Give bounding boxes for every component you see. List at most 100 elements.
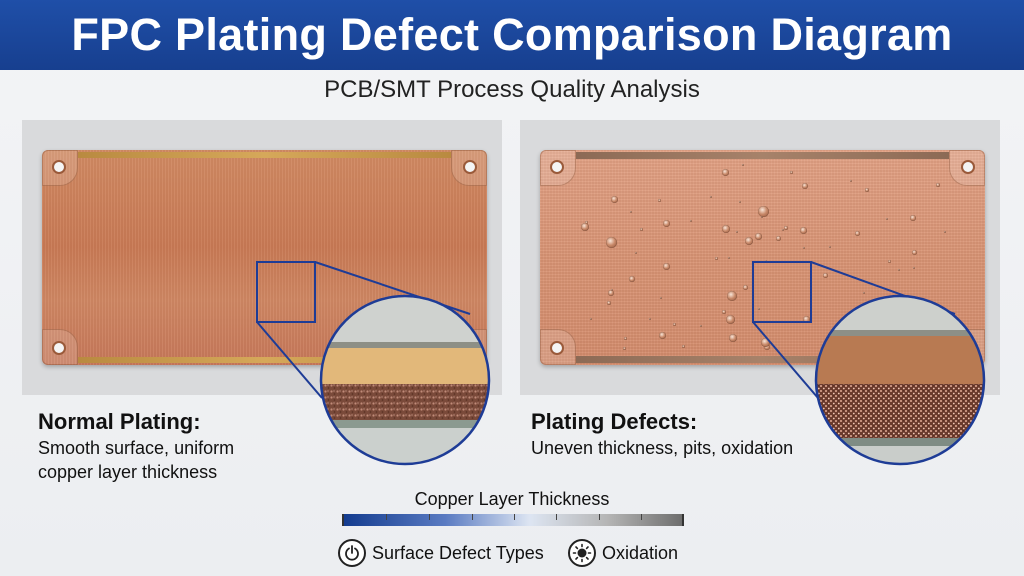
surface-pit <box>829 245 832 248</box>
defect-plating-title: Plating Defects: <box>531 409 698 434</box>
surface-pit <box>789 170 793 174</box>
scale-tick <box>472 514 473 520</box>
board-edge-strip <box>576 152 949 159</box>
surface-pit <box>648 318 651 321</box>
surface-pit <box>784 225 789 230</box>
surface-pit <box>607 301 612 306</box>
surface-pit <box>912 267 915 270</box>
surface-pit <box>623 337 627 341</box>
legend-scale-title: Copper Layer Thickness <box>414 489 610 509</box>
surface-pit <box>721 309 726 314</box>
surface-pit <box>726 291 737 302</box>
surface-pit <box>722 168 730 176</box>
surface-pit <box>628 276 635 283</box>
surface-pit <box>764 259 767 262</box>
surface-pit <box>662 219 670 227</box>
scale-tick <box>641 514 642 520</box>
mounting-hole <box>550 160 564 174</box>
legend-item-label: Surface Defect Types <box>372 542 544 563</box>
mounting-hole <box>463 341 477 355</box>
surface-pit <box>743 284 749 290</box>
surface-pit <box>725 314 735 324</box>
surface-pit <box>699 325 702 328</box>
surface-pit <box>728 257 731 260</box>
defect-plating-panel <box>520 120 1000 395</box>
normal-plating-title: Normal Plating: <box>38 409 201 434</box>
surface-pit <box>629 210 632 213</box>
scale-tick <box>429 514 430 520</box>
surface-pit <box>690 219 693 222</box>
surface-pit <box>736 231 739 234</box>
surface-pit <box>658 198 662 202</box>
page-title: FPC Plating Defect Comparison Diagram <box>71 9 953 60</box>
surface-pit <box>760 337 770 347</box>
surface-pit <box>623 346 627 350</box>
surface-pit <box>885 218 888 221</box>
mounting-hole <box>961 341 975 355</box>
mounting-hole <box>961 160 975 174</box>
scale-tick <box>386 514 387 520</box>
surface-pit <box>640 227 644 231</box>
normal-plating-desc-line1: Smooth surface, uniform <box>38 438 235 458</box>
surface-pit <box>673 322 677 326</box>
surface-pit <box>745 236 754 245</box>
surface-pit <box>799 227 807 235</box>
surface-pit <box>580 223 589 232</box>
surface-pit <box>682 344 686 348</box>
surface-pit <box>605 236 617 248</box>
surface-pit <box>634 252 637 255</box>
surface-pit <box>935 183 940 188</box>
scale-tick <box>599 514 600 520</box>
surface-pit <box>662 263 670 271</box>
surface-pit <box>660 296 663 299</box>
surface-pit <box>802 183 809 190</box>
surface-pit <box>781 229 784 232</box>
mounting-hole <box>550 341 564 355</box>
surface-pit <box>823 272 829 278</box>
surface-pit <box>885 330 889 334</box>
normal-fpc-board <box>42 150 487 365</box>
sun-icon <box>568 539 596 567</box>
board-corner <box>42 150 78 186</box>
surface-pit <box>611 196 619 204</box>
normal-plating-desc-line2: copper layer thickness <box>38 462 218 482</box>
legend-item-label: Oxidation <box>602 542 679 563</box>
defect-plating-desc-line1: Uneven thickness, pits, oxidation <box>531 438 794 458</box>
legend-item-surface-defects: Surface Defect Types <box>338 538 544 568</box>
surface-pit <box>729 333 738 342</box>
title-banner: FPC Plating Defect Comparison Diagram <box>0 0 1024 70</box>
surface-pit <box>757 206 769 218</box>
surface-pit <box>802 315 810 323</box>
surface-pit <box>757 308 760 311</box>
surface-pit <box>742 164 745 167</box>
surface-pit <box>610 288 613 291</box>
surface-pit <box>850 180 853 183</box>
mounting-hole <box>52 341 66 355</box>
surface-pit <box>722 224 731 233</box>
board-edge-strip <box>78 357 451 363</box>
surface-pit <box>911 249 917 255</box>
surface-pit <box>714 256 718 260</box>
surface-pit <box>803 247 806 250</box>
mounting-hole <box>52 160 66 174</box>
surface-pit <box>738 201 741 204</box>
surface-pit <box>897 269 900 272</box>
legend-item-oxidation: Oxidation <box>568 538 678 568</box>
surface-pit <box>608 289 615 296</box>
normal-plating-panel <box>22 120 502 395</box>
scale-tick <box>514 514 515 520</box>
defect-fpc-board <box>540 150 985 365</box>
surface-pit <box>864 187 869 192</box>
board-edge-strip <box>576 356 949 363</box>
surface-pit <box>910 214 917 221</box>
mounting-hole <box>463 160 477 174</box>
scale-tick <box>556 514 557 520</box>
surface-pit <box>659 331 667 339</box>
surface-pit <box>888 259 892 263</box>
surface-pit <box>944 231 947 234</box>
surface-pit <box>863 292 866 295</box>
surface-pit <box>854 230 860 236</box>
page-subtitle: PCB/SMT Process Quality Analysis <box>324 76 700 103</box>
surface-pit <box>900 313 911 324</box>
surface-pit <box>775 236 781 242</box>
